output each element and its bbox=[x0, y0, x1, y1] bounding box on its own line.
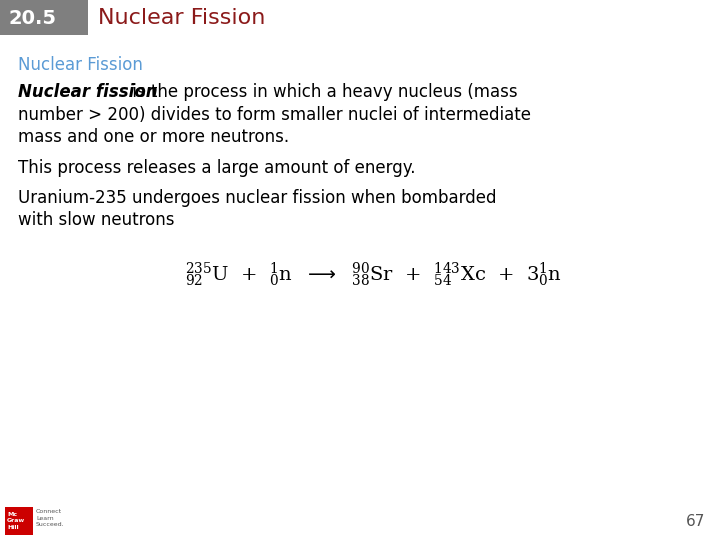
Text: is the process in which a heavy nucleus (mass: is the process in which a heavy nucleus … bbox=[127, 83, 518, 101]
Text: number > 200) divides to form smaller nuclei of intermediate: number > 200) divides to form smaller nu… bbox=[18, 106, 531, 124]
Text: Nuclear Fission: Nuclear Fission bbox=[18, 56, 143, 74]
FancyBboxPatch shape bbox=[0, 0, 88, 35]
Text: 67: 67 bbox=[685, 515, 705, 530]
Text: Nuclear fission: Nuclear fission bbox=[18, 83, 158, 101]
Text: Mc
Graw
Hill: Mc Graw Hill bbox=[7, 512, 25, 530]
Text: Nuclear Fission: Nuclear Fission bbox=[98, 8, 266, 28]
Text: $\mathregular{^{235}_{92}}$U  +  $\mathregular{^{1}_{0}}$n  $\longrightarrow$  $: $\mathregular{^{235}_{92}}$U + $\mathreg… bbox=[185, 261, 562, 289]
Text: mass and one or more neutrons.: mass and one or more neutrons. bbox=[18, 128, 289, 146]
Text: This process releases a large amount of energy.: This process releases a large amount of … bbox=[18, 159, 415, 177]
Text: 20.5: 20.5 bbox=[8, 9, 56, 28]
Text: Connect
Learn
Succeed.: Connect Learn Succeed. bbox=[36, 509, 65, 526]
Text: Uranium-235 undergoes nuclear fission when bombarded: Uranium-235 undergoes nuclear fission wh… bbox=[18, 189, 497, 207]
FancyBboxPatch shape bbox=[5, 507, 33, 535]
Text: with slow neutrons: with slow neutrons bbox=[18, 211, 174, 229]
